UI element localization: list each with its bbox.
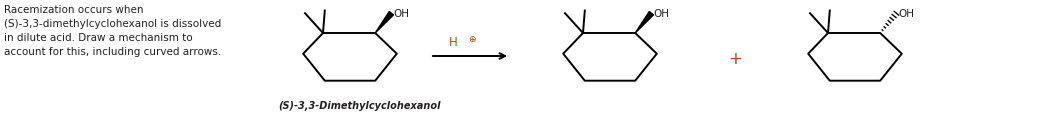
Text: Racemization occurs when
(S)-3,3-dimethylcyclohexanol is dissolved
in dilute aci: Racemization occurs when (S)-3,3-dimethy… [4,5,221,57]
Text: ⊕: ⊕ [468,35,476,44]
Text: H: H [450,36,458,49]
Text: +: + [728,50,742,67]
Text: OH: OH [393,9,409,19]
Polygon shape [375,12,393,34]
Text: OH: OH [898,9,914,19]
Text: (S)-3,3-Dimethylcyclohexanol: (S)-3,3-Dimethylcyclohexanol [278,100,440,110]
Text: OH: OH [653,9,670,19]
Polygon shape [635,12,654,34]
